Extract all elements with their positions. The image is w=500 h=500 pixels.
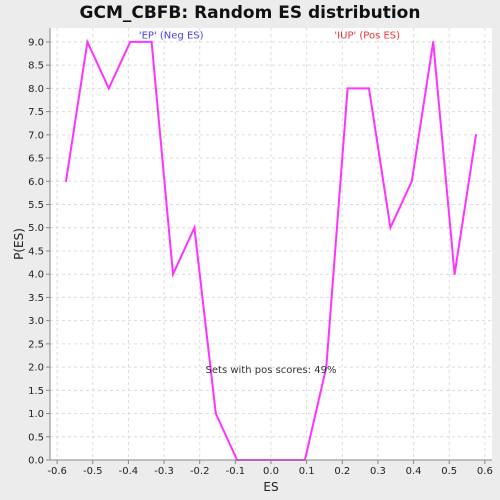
- annotations: 'EP' (Neg ES) 'IUP' (Pos ES) Sets with pos…: [139, 30, 400, 375]
- y-tick-label: 4.5: [28, 246, 44, 257]
- data-point: [193, 226, 196, 229]
- data-point: [150, 41, 153, 43]
- x-tick-label: -0.2: [190, 466, 210, 477]
- x-tick-label: 0.3: [370, 466, 386, 477]
- data-point: [389, 226, 392, 229]
- y-tick-label: 9.0: [28, 37, 44, 48]
- y-tick-label: 0.0: [28, 456, 44, 467]
- data-point: [475, 133, 477, 136]
- y-axis-label: P(ES): [12, 228, 26, 260]
- data-point: [453, 273, 456, 276]
- y-tick-label: 1.0: [28, 409, 44, 420]
- x-tick-label: -0.4: [119, 466, 139, 477]
- data-point: [107, 87, 110, 90]
- y-tick-label: 7.0: [28, 130, 44, 141]
- grid: [50, 28, 492, 461]
- y-tick-label: 7.5: [28, 107, 44, 118]
- x-tick-label: -0.6: [47, 466, 67, 477]
- axes: -0.6 -0.5 -0.4 -0.3 -0.2 -0.1 0.0 0.1 0.2 0.3 0.4 0…: [28, 28, 493, 477]
- chart-annotation: Sets with pos scores: 49%: [206, 365, 337, 376]
- y-tick-label: 3.5: [28, 293, 44, 304]
- data-point: [65, 180, 67, 183]
- y-tick-label: 2.0: [28, 363, 44, 374]
- x-tick-label: 0.2: [334, 466, 350, 477]
- data-point: [214, 412, 217, 415]
- chart-annotation: 'EP' (Neg ES): [139, 30, 204, 41]
- data-point: [346, 87, 349, 90]
- x-tick-label: -0.5: [83, 466, 103, 477]
- y-tick-label: 5.5: [28, 200, 44, 211]
- x-tick-label: -0.1: [226, 466, 246, 477]
- data-point: [432, 41, 435, 43]
- y-tick-label: 6.5: [28, 154, 44, 165]
- y-tick-label: 8.5: [28, 61, 44, 72]
- y-tick-label: 6.0: [28, 177, 44, 188]
- x-tick-label: 0.1: [299, 466, 315, 477]
- x-tick-label: 0.6: [477, 466, 493, 477]
- y-tick-label: 8.0: [28, 84, 44, 95]
- chart-title: GCM_CBFB: Random ES distribution: [80, 3, 421, 23]
- y-tick-label: 3.0: [28, 316, 44, 327]
- y-tick-label: 4.0: [28, 270, 44, 281]
- data-point: [368, 87, 370, 90]
- data-point: [410, 180, 413, 183]
- y-tick-label: 1.5: [28, 386, 44, 397]
- x-axis-label: ES: [263, 480, 278, 494]
- chart-annotation: 'IUP' (Pos ES): [334, 30, 400, 41]
- data-point: [172, 273, 174, 276]
- data-point: [86, 41, 89, 43]
- x-tick-label: 0.0: [263, 466, 279, 477]
- data-point: [129, 41, 132, 43]
- x-tick-label: -0.3: [154, 466, 174, 477]
- y-tick-label: 0.5: [28, 432, 44, 443]
- y-tick-label: 2.5: [28, 339, 44, 350]
- data-point: [325, 366, 328, 368]
- y-tick-label: 5.0: [28, 223, 44, 234]
- x-tick-label: 0.4: [406, 466, 422, 477]
- x-tick-label: 0.5: [441, 466, 457, 477]
